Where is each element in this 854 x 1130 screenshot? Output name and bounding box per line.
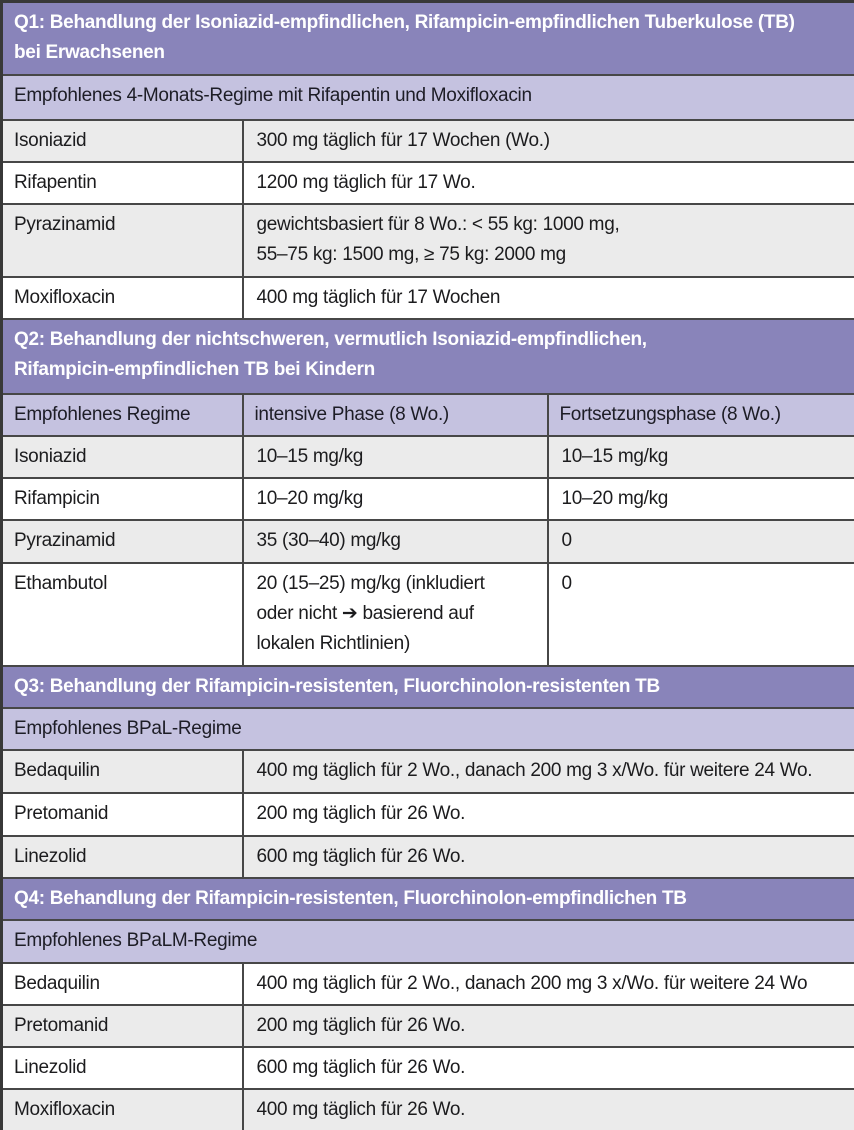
drug-name-cell: Isoniazid <box>0 118 244 163</box>
section-q3-header-row: Q3: Behandlung der Rifampicin-resistente… <box>0 664 854 709</box>
section-q3-subheader-row: Empfohlenes BPaL-Regime <box>0 706 854 751</box>
table-row: Bedaquilin 400 mg täglich für 2 Wo., dan… <box>0 748 854 794</box>
section-q4-header-row: Q4: Behandlung der Rifampicin-resistente… <box>0 876 854 921</box>
section-q4-subheader-row: Empfohlenes BPaLM-Regime <box>0 918 854 964</box>
section-q4-subtitle: Empfohlenes BPaLM-Regime <box>0 918 854 964</box>
intensive-phase-cell: 20 (15–25) mg/kg (inkludiert oder nicht … <box>241 561 549 667</box>
dose-cell: 400 mg täglich für 26 Wo. <box>241 1087 854 1130</box>
dose-cell: 600 mg täglich für 26 Wo. <box>241 834 854 879</box>
intensive-phase-cell: 10–20 mg/kg <box>241 476 549 521</box>
drug-name-cell: Rifampicin <box>0 476 244 521</box>
table-row: Pretomanid 200 mg täglich für 26 Wo. <box>0 1003 854 1048</box>
table-row: Linezolid 600 mg täglich für 26 Wo. <box>0 1045 854 1090</box>
drug-name-cell: Moxifloxacin <box>0 1087 244 1130</box>
section-q2-header-row: Q2: Behandlung der nichtschweren, vermut… <box>0 317 854 395</box>
table-row: Isoniazid 300 mg täglich für 17 Wochen (… <box>0 118 854 163</box>
drug-name-cell: Pretomanid <box>0 791 244 837</box>
dose-cell: 600 mg täglich für 26 Wo. <box>241 1045 854 1090</box>
column-header-intensive-phase: intensive Phase (8 Wo.) <box>241 392 549 437</box>
intensive-phase-cell: 10–15 mg/kg <box>241 434 549 479</box>
section-q1-subheader-row: Empfohlenes 4-Monats-Regime mit Rifapent… <box>0 73 854 121</box>
table-row: Moxifloxacin 400 mg täglich für 17 Woche… <box>0 275 854 320</box>
dose-cell: 200 mg täglich für 26 Wo. <box>241 1003 854 1048</box>
dose-cell: 400 mg täglich für 2 Wo., danach 200 mg … <box>241 961 854 1006</box>
table-row: Moxifloxacin 400 mg täglich für 26 Wo. <box>0 1087 854 1130</box>
section-q3-subtitle: Empfohlenes BPaL-Regime <box>0 706 854 751</box>
drug-name-cell: Linezolid <box>0 1045 244 1090</box>
drug-name-cell: Bedaquilin <box>0 961 244 1006</box>
section-q4-title: Q4: Behandlung der Rifampicin-resistente… <box>0 876 854 921</box>
column-header-regime: Empfohlenes Regime <box>0 392 244 437</box>
table-row: Rifampicin 10–20 mg/kg 10–20 mg/kg <box>0 476 854 521</box>
column-header-continuation-phase: Fortsetzungsphase (8 Wo.) <box>546 392 854 437</box>
table-row: Pyrazinamid 35 (30–40) mg/kg 0 <box>0 518 854 564</box>
section-q1-title: Q1: Behandlung der Isoniazid-empfindlich… <box>0 0 854 76</box>
dose-cell: gewichtsbasiert für 8 Wo.: < 55 kg: 1000… <box>241 202 854 278</box>
drug-name-cell: Bedaquilin <box>0 748 244 794</box>
table-row: Isoniazid 10–15 mg/kg 10–15 mg/kg <box>0 434 854 479</box>
section-q2-column-header-row: Empfohlenes Regime intensive Phase (8 Wo… <box>0 392 854 437</box>
drug-name-cell: Isoniazid <box>0 434 244 479</box>
dose-cell: 300 mg täglich für 17 Wochen (Wo.) <box>241 118 854 163</box>
continuation-phase-cell: 10–15 mg/kg <box>546 434 854 479</box>
drug-name-cell: Pretomanid <box>0 1003 244 1048</box>
continuation-phase-cell: 10–20 mg/kg <box>546 476 854 521</box>
table-row: Ethambutol 20 (15–25) mg/kg (inkludiert … <box>0 561 854 667</box>
drug-name-cell: Linezolid <box>0 834 244 879</box>
table-row: Bedaquilin 400 mg täglich für 2 Wo., dan… <box>0 961 854 1006</box>
section-q3-title: Q3: Behandlung der Rifampicin-resistente… <box>0 664 854 709</box>
table-row: Linezolid 600 mg täglich für 26 Wo. <box>0 834 854 879</box>
drug-name-cell: Pyrazinamid <box>0 518 244 564</box>
section-q2-title: Q2: Behandlung der nichtschweren, vermut… <box>0 317 854 395</box>
drug-name-cell: Pyrazinamid <box>0 202 244 278</box>
section-q1-header-row: Q1: Behandlung der Isoniazid-empfindlich… <box>0 0 854 76</box>
dose-cell: 400 mg täglich für 2 Wo., danach 200 mg … <box>241 748 854 794</box>
continuation-phase-cell: 0 <box>546 561 854 667</box>
section-q1-subtitle: Empfohlenes 4-Monats-Regime mit Rifapent… <box>0 73 854 121</box>
drug-name-cell: Ethambutol <box>0 561 244 667</box>
dose-cell: 400 mg täglich für 17 Wochen <box>241 275 854 320</box>
dose-cell: 1200 mg täglich für 17 Wo. <box>241 160 854 205</box>
continuation-phase-cell: 0 <box>546 518 854 564</box>
intensive-phase-cell: 35 (30–40) mg/kg <box>241 518 549 564</box>
table-row: Rifapentin 1200 mg täglich für 17 Wo. <box>0 160 854 205</box>
table-row: Pretomanid 200 mg täglich für 26 Wo. <box>0 791 854 837</box>
drug-name-cell: Rifapentin <box>0 160 244 205</box>
dose-cell: 200 mg täglich für 26 Wo. <box>241 791 854 837</box>
table-row: Pyrazinamid gewichtsbasiert für 8 Wo.: <… <box>0 202 854 278</box>
drug-name-cell: Moxifloxacin <box>0 275 244 320</box>
